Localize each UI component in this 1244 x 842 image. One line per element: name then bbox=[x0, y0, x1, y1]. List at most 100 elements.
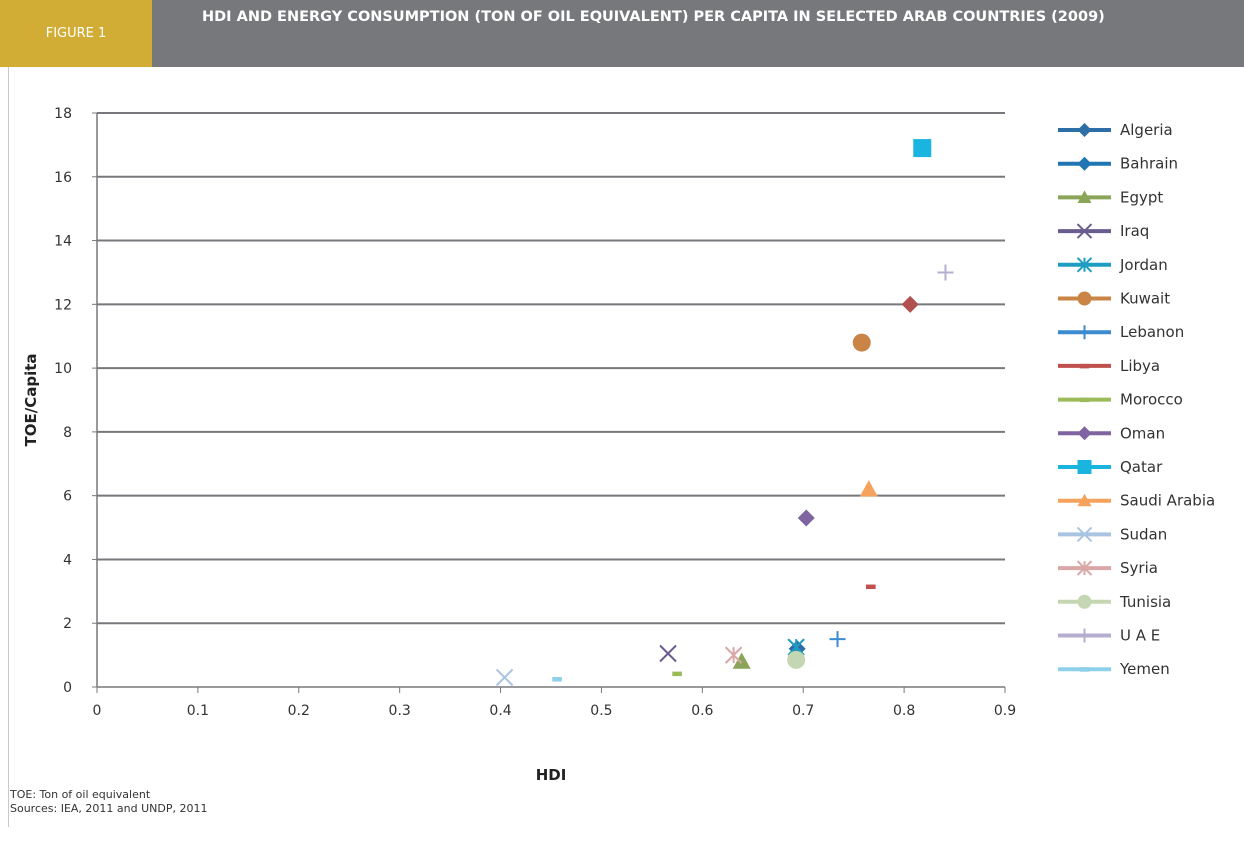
figure-label: FIGURE 1 bbox=[0, 0, 152, 67]
legend-item-jordan: Jordan bbox=[1058, 256, 1168, 274]
data-point-u-a-e bbox=[937, 264, 954, 281]
legend-label: Syria bbox=[1120, 559, 1158, 577]
legend-marker bbox=[1077, 628, 1092, 643]
legend-label: Morocco bbox=[1120, 391, 1183, 409]
data-point-kuwait bbox=[852, 333, 871, 352]
y-tick-label: 12 bbox=[54, 297, 72, 313]
data-point-libya bbox=[866, 584, 876, 590]
x-tick-label: 0.4 bbox=[489, 703, 511, 719]
legend-item-oman: Oman bbox=[1058, 424, 1165, 442]
legend-marker bbox=[1079, 397, 1090, 403]
figure-header: FIGURE 1 HDI AND ENERGY CONSUMPTION (TON… bbox=[0, 0, 1244, 67]
data-point-sudan bbox=[495, 668, 514, 687]
y-tick-label: 4 bbox=[63, 552, 72, 568]
legend-item-sudan: Sudan bbox=[1058, 525, 1167, 543]
data-point-bahrain bbox=[901, 295, 919, 313]
legend-label: Tunisia bbox=[1119, 593, 1171, 611]
x-tick-label: 0 bbox=[93, 703, 102, 719]
legend-marker bbox=[1076, 223, 1093, 239]
data-point-saudi-arabia bbox=[859, 480, 878, 497]
y-tick-label: 2 bbox=[63, 616, 72, 632]
legend-marker bbox=[1077, 325, 1092, 340]
legend-item-syria: Syria bbox=[1058, 559, 1158, 577]
footnote-toe: TOE: Ton of oil equivalent bbox=[10, 788, 151, 801]
x-tick-label: 0.3 bbox=[389, 703, 411, 719]
x-tick-label: 0.1 bbox=[187, 703, 209, 719]
scatter-chart: 0 2 4 6 8 10 12 14 16 18 0 0.1 0.2 0.3 0.4 0.5 0.6 0.7 0.8… bbox=[22, 106, 1215, 782]
x-axis-title: HDI bbox=[536, 766, 567, 782]
legend-marker bbox=[1077, 291, 1092, 306]
legend-label: U A E bbox=[1120, 627, 1160, 645]
legend-label: Saudi Arabia bbox=[1120, 492, 1215, 510]
x-tick-label: 0.5 bbox=[590, 703, 612, 719]
y-tick-label: 14 bbox=[54, 234, 72, 250]
legend-marker bbox=[1077, 123, 1092, 137]
x-tick-label: 0.7 bbox=[792, 703, 814, 719]
legend-label: Qatar bbox=[1120, 458, 1163, 476]
legend-marker bbox=[1076, 526, 1093, 543]
legend-item-yemen: Yemen bbox=[1058, 660, 1170, 678]
legend-label: Algeria bbox=[1120, 121, 1173, 139]
data-point-egypt bbox=[732, 652, 751, 669]
legend: Algeria Bahrain Egypt Iraq Jordan Kuwait Leban… bbox=[1058, 121, 1215, 678]
legend-marker bbox=[1079, 363, 1090, 369]
legend-marker bbox=[1077, 156, 1092, 171]
legend-label: Yemen bbox=[1119, 660, 1170, 678]
left-rule bbox=[8, 67, 9, 827]
y-tick-label: 8 bbox=[63, 425, 72, 441]
legend-item-saudi-arabia: Saudi Arabia bbox=[1058, 492, 1215, 510]
x-tick-label: 0.2 bbox=[288, 703, 310, 719]
legend-label: Egypt bbox=[1120, 188, 1163, 206]
axes: 0 2 4 6 8 10 12 14 16 18 0 0.1 0.2 0.3 0.4 0.5 0.6 0.7 0.8… bbox=[22, 106, 1016, 782]
legend-label: Jordan bbox=[1119, 256, 1168, 274]
y-axis-title: TOE/Capita bbox=[22, 353, 40, 446]
footnote-sources: Sources: IEA, 2011 and UNDP, 2011 bbox=[10, 802, 208, 815]
grid-lines bbox=[97, 112, 1005, 625]
legend-marker bbox=[1077, 426, 1092, 441]
legend-item-lebanon: Lebanon bbox=[1058, 323, 1184, 341]
data-point-morocco bbox=[672, 671, 682, 677]
legend-label: Oman bbox=[1120, 424, 1165, 442]
legend-label: Libya bbox=[1120, 357, 1160, 375]
y-tick-label: 10 bbox=[54, 361, 72, 377]
data-point-iraq bbox=[659, 644, 677, 663]
y-tick-label: 16 bbox=[54, 170, 72, 186]
legend-label: Kuwait bbox=[1120, 290, 1170, 308]
footnotes: TOE: Ton of oil equivalent Sources: IEA,… bbox=[10, 788, 207, 816]
y-tick-label: 0 bbox=[63, 680, 72, 696]
legend-marker bbox=[1077, 594, 1092, 609]
data-point-syria bbox=[724, 646, 743, 664]
data-point-yemen bbox=[552, 677, 562, 682]
legend-marker bbox=[1076, 560, 1093, 576]
data-point-lebanon bbox=[829, 631, 846, 648]
legend-item-algeria: Algeria bbox=[1058, 121, 1173, 139]
legend-label: Sudan bbox=[1120, 525, 1167, 543]
x-tick-label: 0.9 bbox=[994, 703, 1016, 719]
x-tick-label: 0.8 bbox=[893, 703, 915, 719]
data-point-oman bbox=[797, 509, 815, 527]
legend-item-libya: Libya bbox=[1058, 357, 1160, 375]
legend-item-qatar: Qatar bbox=[1058, 458, 1163, 476]
data-point-tunisia bbox=[787, 650, 806, 669]
legend-item-egypt: Egypt bbox=[1058, 188, 1163, 206]
legend-item-morocco: Morocco bbox=[1058, 391, 1183, 409]
legend-marker bbox=[1077, 460, 1092, 474]
x-tick-label: 0.6 bbox=[691, 703, 713, 719]
legend-marker bbox=[1077, 493, 1092, 507]
data-point-qatar bbox=[913, 139, 932, 158]
legend-item-tunisia: Tunisia bbox=[1058, 593, 1171, 611]
y-tick-label: 18 bbox=[54, 106, 72, 122]
legend-label: Bahrain bbox=[1120, 155, 1178, 173]
legend-item-u-a-e: U A E bbox=[1058, 627, 1160, 645]
legend-item-kuwait: Kuwait bbox=[1058, 290, 1170, 308]
legend-marker bbox=[1079, 667, 1090, 672]
legend-label: Lebanon bbox=[1120, 323, 1184, 341]
figure-title: HDI AND ENERGY CONSUMPTION (TON OF OIL E… bbox=[202, 9, 1105, 25]
data-points bbox=[495, 139, 954, 687]
legend-item-iraq: Iraq bbox=[1058, 222, 1149, 240]
legend-label: Iraq bbox=[1120, 222, 1149, 240]
legend-marker bbox=[1077, 190, 1092, 203]
y-tick-label: 6 bbox=[63, 489, 72, 505]
legend-item-bahrain: Bahrain bbox=[1058, 155, 1178, 173]
legend-marker bbox=[1076, 257, 1093, 273]
